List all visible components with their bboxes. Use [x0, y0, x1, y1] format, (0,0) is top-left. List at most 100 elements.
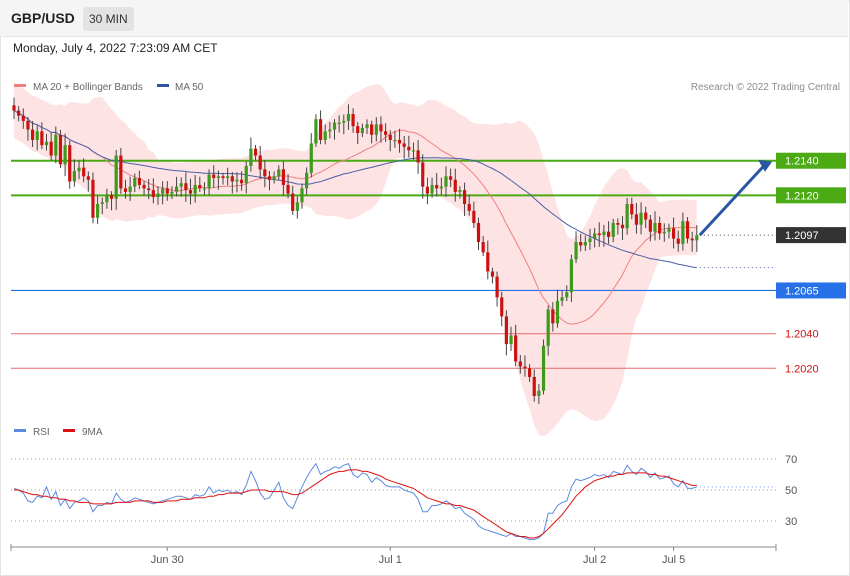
candle — [393, 130, 397, 148]
candle-body — [240, 179, 244, 184]
candle — [35, 125, 39, 151]
candle-body — [393, 139, 397, 142]
candle-body — [453, 179, 457, 192]
candle — [397, 128, 402, 153]
candle-body — [411, 150, 416, 152]
candle-body — [165, 188, 169, 194]
credit-text: Research © 2022 Trading Central — [691, 82, 840, 93]
candle-body — [100, 202, 104, 204]
candle-body — [161, 188, 165, 194]
candle-body — [170, 191, 174, 194]
candle — [365, 119, 369, 134]
candle — [509, 326, 513, 351]
candle-body — [653, 223, 657, 232]
candle — [462, 182, 467, 216]
candle-body — [634, 214, 639, 225]
candle-body — [35, 131, 39, 140]
candle — [17, 106, 21, 122]
candle — [444, 166, 448, 197]
candle — [230, 172, 234, 194]
candle — [532, 369, 536, 402]
candle — [518, 354, 522, 374]
candle — [328, 122, 332, 139]
levels-layer — [11, 159, 776, 369]
candle-body — [374, 124, 378, 135]
candle-body — [337, 122, 341, 124]
candle-body — [114, 155, 118, 199]
time-axis-label: Jun 30 — [151, 554, 184, 566]
candle-body — [291, 193, 295, 211]
candle-body — [249, 148, 253, 166]
candle-body — [425, 186, 430, 194]
candle — [272, 171, 276, 184]
time-axis-label: Jul 1 — [379, 554, 402, 566]
candle-body — [379, 124, 383, 132]
candle-body — [658, 223, 662, 234]
candle-body — [388, 134, 392, 140]
candle-body — [318, 119, 323, 140]
candle-body — [77, 167, 81, 172]
candle — [523, 355, 527, 377]
rsi-ma-line — [14, 469, 697, 539]
candle — [486, 240, 490, 280]
candle-body — [188, 190, 193, 194]
candle — [625, 198, 629, 235]
candle-body — [384, 131, 388, 135]
candle — [620, 216, 625, 240]
candle-body — [555, 300, 560, 324]
candle — [685, 217, 690, 244]
candle — [165, 181, 169, 201]
candle — [156, 186, 160, 205]
candle — [449, 168, 453, 188]
timeframe-badge[interactable]: 30 MIN — [83, 7, 134, 31]
candle — [639, 202, 643, 235]
rsi-legend-swatch — [14, 429, 26, 432]
candle-body — [137, 178, 142, 185]
candle — [574, 231, 578, 264]
candle-body — [184, 183, 188, 191]
candle — [68, 140, 72, 189]
candle — [147, 179, 151, 200]
candle-body — [593, 233, 597, 239]
candle — [240, 171, 244, 191]
current-price-tag — [776, 227, 846, 244]
candle — [170, 186, 174, 200]
bollinger-band-area — [14, 82, 697, 437]
rsi-tick-label: 70 — [785, 454, 797, 466]
candle — [653, 211, 657, 241]
candle-body — [277, 169, 281, 177]
support-label: 1.2020 — [785, 363, 819, 375]
candle — [300, 184, 304, 209]
level-labels-layer: 1.2140 1.2120 1.2097 1.2065 1.2040 1.2020 — [698, 152, 846, 375]
candle-body — [323, 131, 327, 140]
candle-body — [216, 176, 220, 179]
candle — [193, 175, 197, 203]
candle — [123, 179, 128, 199]
candle — [40, 122, 44, 150]
rsi-legend-label: RSI — [33, 427, 50, 438]
candle — [202, 182, 207, 195]
candle — [634, 202, 639, 234]
candle — [198, 176, 202, 193]
candle-body — [202, 188, 207, 190]
candle — [658, 216, 662, 240]
candle-body — [416, 150, 420, 163]
candle — [295, 196, 299, 219]
candle — [58, 129, 63, 169]
candle-body — [86, 176, 90, 180]
candle-body — [226, 176, 230, 179]
candle — [54, 126, 58, 164]
candle-body — [602, 231, 606, 236]
candle — [179, 177, 183, 197]
candle-body — [695, 235, 699, 241]
candle-body — [579, 242, 583, 246]
bollinger-layer — [14, 82, 697, 437]
candle — [244, 161, 248, 194]
candle-body — [569, 259, 573, 293]
candle-body — [620, 224, 625, 229]
candle — [481, 235, 485, 257]
candle-body — [356, 126, 360, 134]
candle — [370, 120, 374, 144]
candle — [360, 123, 364, 138]
